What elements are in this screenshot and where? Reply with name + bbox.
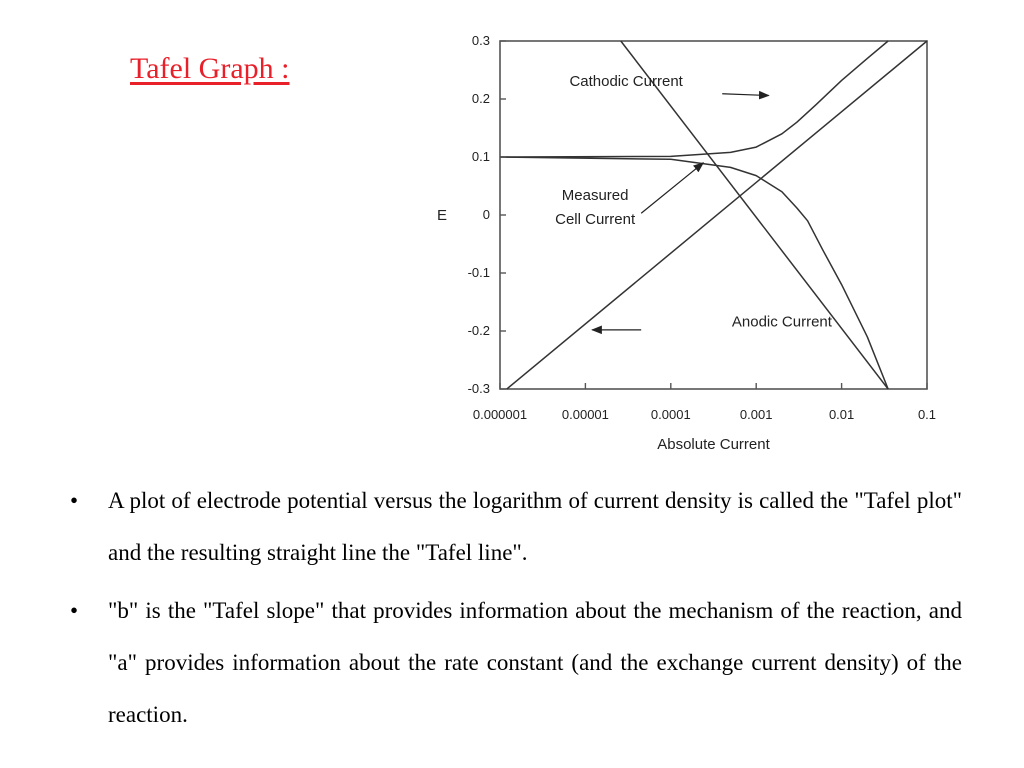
- series-line: [499, 156, 889, 390]
- x-tick-label: 0.001: [740, 407, 773, 422]
- y-tick-label: 0.2: [472, 91, 490, 106]
- bullet-text: A plot of electrode potential versus the…: [108, 488, 962, 565]
- tafel-chart: Cathodic Current Measured Cell Current Anod…: [437, 33, 936, 453]
- slide-title: Tafel Graph :: [130, 52, 290, 85]
- x-tick-label: 0.000001: [473, 407, 527, 422]
- tick-layer: 0.3 0.2 0.1 0 -0.1 -0.2 -0.3 0.000001 0.00001 0.0…: [468, 33, 936, 422]
- bullet-dot: •: [70, 598, 79, 623]
- series-line: [620, 40, 889, 390]
- bullet-item: • A plot of electrode potential versus t…: [70, 475, 962, 579]
- annotation: Anodic Current: [591, 313, 833, 335]
- x-tick-label: 0.01: [829, 407, 854, 422]
- annotation-label: Anodic Current: [732, 313, 833, 330]
- annotation-arrow: [640, 162, 705, 214]
- series-line: [499, 40, 889, 158]
- x-axis-title: Absolute Current: [657, 436, 770, 453]
- y-tick-label: 0.1: [472, 149, 490, 164]
- y-tick-label: 0: [483, 207, 490, 222]
- annotation-layer: Cathodic Current Measured Cell Current Anod…: [555, 73, 833, 335]
- bullet-dot: •: [70, 488, 79, 513]
- y-tick-label: 0.3: [472, 33, 490, 48]
- series-layer: [499, 40, 928, 390]
- annotation: Cathodic Current: [569, 73, 770, 100]
- annotation-arrow: [722, 90, 770, 100]
- y-axis-title: E: [437, 207, 447, 224]
- x-tick-label: 0.1: [918, 407, 936, 422]
- y-tick-label: -0.1: [468, 265, 490, 280]
- annotation-label: Measured Cell Current: [555, 187, 636, 228]
- series-line: [506, 40, 928, 390]
- annotation-label: Cathodic Current: [569, 73, 683, 90]
- bullet-list: • A plot of electrode potential versus t…: [70, 475, 962, 741]
- y-tick-label: -0.2: [468, 323, 490, 338]
- bullet-item: • "b" is the "Tafel slope" that provides…: [70, 585, 962, 741]
- x-tick-label: 0.00001: [562, 407, 609, 422]
- bullet-text: "b" is the "Tafel slope" that provides i…: [108, 598, 962, 727]
- annotation: Measured Cell Current: [555, 162, 705, 228]
- y-tick-label: -0.3: [468, 381, 490, 396]
- x-tick-label: 0.0001: [651, 407, 691, 422]
